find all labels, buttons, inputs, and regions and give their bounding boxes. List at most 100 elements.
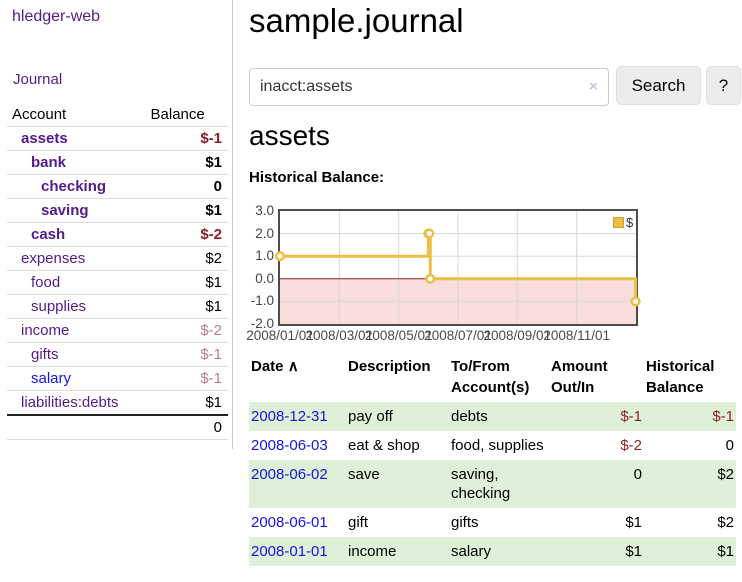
transaction-balance: 0 <box>725 437 734 454</box>
transaction-date-link[interactable]: 2008-01-01 <box>251 543 328 560</box>
legend-swatch-icon <box>613 217 624 228</box>
account-link-saving[interactable]: saving <box>41 202 89 219</box>
transaction-balance: $1 <box>644 537 736 566</box>
transaction-description: save <box>346 460 449 508</box>
account-link-checking[interactable]: checking <box>41 178 107 195</box>
column-header-accounts: To/From Account(s) <box>451 358 530 396</box>
y-tick-label: -1.0 <box>250 293 274 309</box>
accounts-header-balance: Balance <box>150 106 205 123</box>
account-link-gifts[interactable]: gifts <box>31 346 59 363</box>
x-tick-label: 2008/07/01 <box>424 328 492 343</box>
account-link-bank[interactable]: bank <box>31 154 67 171</box>
account-row: expenses $2 <box>7 247 228 271</box>
chart-title: Historical Balance: <box>249 169 385 186</box>
account-balance: $-2 <box>200 322 222 339</box>
transaction-amount: $1 <box>625 514 642 531</box>
account-balance: 0 <box>213 178 222 195</box>
transaction-description: income <box>346 537 449 566</box>
transaction-amount: $-1 <box>549 402 644 431</box>
account-row: gifts $-1 <box>7 343 228 367</box>
account-balance: $-1 <box>200 370 222 387</box>
transaction-amount: $-2 <box>620 437 642 454</box>
search-input[interactable] <box>249 68 609 106</box>
account-row: food $1 <box>7 271 228 295</box>
transaction-description: eat & shop <box>348 437 420 454</box>
column-header-date[interactable]: Date ∧ <box>249 352 346 402</box>
y-tick-label: 1.0 <box>255 248 274 264</box>
account-link-supplies[interactable]: supplies <box>31 298 87 315</box>
account-balance: $1 <box>205 202 222 219</box>
accounts-table: Account Balance assets $-1 bank $1 check… <box>7 103 228 440</box>
register-row: 2008-06-02 save saving, checking 0 $2 <box>249 460 736 508</box>
account-link-assets[interactable]: assets <box>21 130 68 147</box>
account-link-expenses[interactable]: expenses <box>21 250 86 267</box>
x-tick-label: 2008/03/01 <box>305 328 374 343</box>
column-header-balance: Historical Balance <box>646 358 715 396</box>
historical-balance-chart: 3.0 2.0 1.0 0.0 -1.0 -2.0 $ 2008/01/01 2… <box>234 195 742 347</box>
account-heading: assets <box>249 120 330 151</box>
account-row: salary $-1 <box>7 367 228 391</box>
column-header-amount: Amount Out/In <box>551 358 608 396</box>
search-button[interactable]: Search <box>616 66 701 105</box>
chart-legend: $ <box>613 215 633 230</box>
transaction-accounts: food, supplies <box>451 437 544 454</box>
transaction-description: gift <box>348 514 369 531</box>
account-row: income $-2 <box>7 319 228 343</box>
transaction-accounts: salary <box>449 537 549 566</box>
account-link-income[interactable]: income <box>21 322 70 339</box>
account-row: checking 0 <box>7 175 228 199</box>
account-link-food[interactable]: food <box>31 274 61 291</box>
register-row: 2008-06-03 eat & shop food, supplies $-2… <box>249 431 736 460</box>
transaction-amount: 0 <box>549 460 644 508</box>
y-tick-label: 3.0 <box>255 203 274 218</box>
main-content: sample.journal × Search ? assets Histori… <box>234 0 742 582</box>
accounts-total-balance: 0 <box>213 419 222 436</box>
app-title-link[interactable]: hledger-web <box>12 8 101 25</box>
account-row: bank $1 <box>7 151 228 175</box>
account-row: cash $-2 <box>7 223 228 247</box>
chart-plot-area <box>274 209 641 326</box>
account-balance: $1 <box>205 298 222 315</box>
account-balance: $-2 <box>200 226 222 243</box>
sidebar: hledger-web Journal Account Balance asse… <box>0 0 233 449</box>
transaction-description: pay off <box>346 402 449 431</box>
account-row: supplies $1 <box>7 295 228 319</box>
transaction-accounts: debts <box>449 402 549 431</box>
column-header-description: Description <box>348 358 431 375</box>
page-title: sample.journal <box>249 2 464 39</box>
transaction-balance: $2 <box>717 514 734 531</box>
register-header-row: Date ∧ Description To/From Account(s) Am… <box>249 352 736 402</box>
x-tick-label: 2008/11/01 <box>543 328 610 343</box>
transaction-accounts: gifts <box>451 514 479 531</box>
account-balance: $1 <box>205 154 222 171</box>
transaction-amount: $1 <box>549 537 644 566</box>
transaction-date-link[interactable]: 2008-06-02 <box>251 466 328 483</box>
x-tick-label: 2008/05/01 <box>364 328 433 343</box>
account-balance: $1 <box>205 394 222 411</box>
account-link-salary[interactable]: salary <box>31 370 72 387</box>
x-tick-label: 2008/09/01 <box>483 328 552 343</box>
register-row: 2008-06-01 gift gifts $1 $2 <box>249 508 736 537</box>
account-link-cash[interactable]: cash <box>31 226 66 243</box>
register-table: Date ∧ Description To/From Account(s) Am… <box>249 352 736 566</box>
sort-asc-icon: ∧ <box>287 358 299 375</box>
accounts-header-row: Account Balance <box>7 103 228 127</box>
y-tick-label: 0.0 <box>255 270 274 286</box>
account-balance: $1 <box>205 274 222 291</box>
transaction-date-link[interactable]: 2008-12-31 <box>251 408 328 425</box>
clear-search-icon[interactable]: × <box>589 78 598 95</box>
account-row: liabilities:debts $1 <box>7 391 228 415</box>
legend-label: $ <box>626 215 634 230</box>
date-header-label: Date <box>251 358 284 375</box>
register-row: 2008-12-31 pay off debts $-1 $-1 <box>249 402 736 431</box>
account-row: saving $1 <box>7 199 228 223</box>
y-tick-label: -2.0 <box>250 316 274 331</box>
y-tick-label: 2.0 <box>255 225 274 241</box>
transaction-date-link[interactable]: 2008-06-01 <box>251 514 328 531</box>
transaction-date-link[interactable]: 2008-06-03 <box>251 437 328 454</box>
sidebar-item-journal[interactable]: Journal <box>13 71 63 88</box>
account-link-liabilities-debts[interactable]: liabilities:debts <box>21 394 119 411</box>
accounts-total-row: 0 <box>7 415 228 440</box>
help-button[interactable]: ? <box>706 66 741 105</box>
account-balance: $-1 <box>200 130 222 147</box>
